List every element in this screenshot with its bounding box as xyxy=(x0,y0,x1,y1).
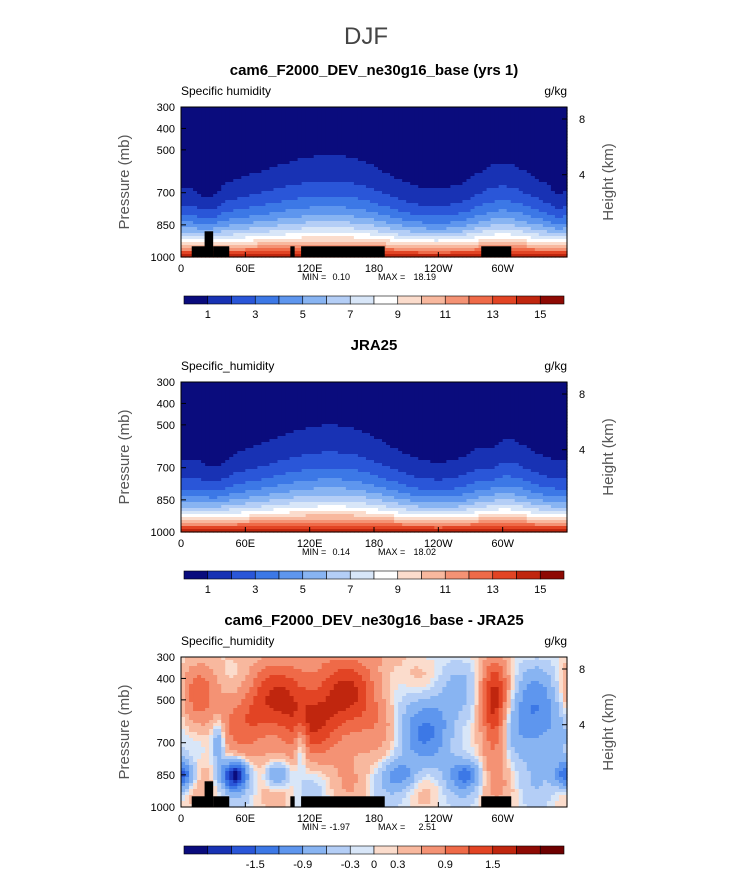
y2-tick-label: 8 xyxy=(579,114,585,126)
y-tick-label: 700 xyxy=(157,188,175,200)
colorbar-swatch xyxy=(493,296,517,304)
y2-tick-label: 4 xyxy=(579,170,585,182)
panel-units: g/kg xyxy=(544,359,567,373)
colorbar-swatch xyxy=(327,296,351,304)
x-tick-label: 0 xyxy=(178,263,184,275)
panel-left-label: Specific humidity xyxy=(181,84,271,98)
colorbar-swatch xyxy=(184,296,208,304)
max-label: MAX = xyxy=(378,272,405,282)
min-label: MIN = xyxy=(302,272,326,282)
panel-title: cam6_F2000_DEV_ne30g16_base (yrs 1) xyxy=(230,62,519,79)
y-axis-label: Pressure (mb) xyxy=(116,134,133,229)
colorbar-swatch xyxy=(232,296,256,304)
colorbar-swatch xyxy=(350,296,374,304)
colorbar-swatch xyxy=(398,296,422,304)
y-tick-label: 850 xyxy=(157,220,175,232)
colorbar-swatch xyxy=(517,296,541,304)
colorbar-label: 7 xyxy=(347,309,353,321)
panel-units: g/kg xyxy=(544,84,567,98)
panel-title: JRA25 xyxy=(351,337,398,354)
colorbar-label: 9 xyxy=(395,309,401,321)
colorbar-swatch xyxy=(469,296,493,304)
colorbar-swatch xyxy=(422,296,446,304)
max-value: 18.19 xyxy=(413,272,436,282)
colorbar-swatch xyxy=(374,296,398,304)
chart-panel-1: cam6_F2000_DEV_ne30g16_base (yrs 1) Speci… xyxy=(116,62,617,321)
heatmap-field xyxy=(181,382,568,533)
colorbar-label: 3 xyxy=(252,309,258,321)
colorbar-label: 1 xyxy=(205,309,211,321)
y-tick-label: 300 xyxy=(157,102,175,114)
min-value: 0.10 xyxy=(332,272,350,282)
panel-left-label: Specific_humidity xyxy=(181,359,274,373)
x-tick-label: 60W xyxy=(491,263,514,275)
colorbar-label: 11 xyxy=(440,309,451,321)
colorbar-swatch xyxy=(255,296,279,304)
x-tick-label: 60E xyxy=(236,263,256,275)
colorbar-swatch xyxy=(445,296,469,304)
colorbar-label: 5 xyxy=(300,309,306,321)
y-tick-label: 500 xyxy=(157,145,175,157)
topography-block xyxy=(290,246,294,257)
heatmap-field xyxy=(181,107,568,258)
figure-title: DJF xyxy=(344,23,388,50)
y-tick-label: 400 xyxy=(157,123,175,135)
colorbar-swatch xyxy=(540,296,564,304)
colorbar-label: 15 xyxy=(534,309,546,321)
y-tick-label: 1000 xyxy=(151,252,175,264)
topography-block xyxy=(205,231,214,257)
topography-block xyxy=(213,246,229,257)
colorbar-label: 13 xyxy=(487,309,499,321)
colorbar-swatch xyxy=(208,296,232,304)
colorbar-swatch xyxy=(279,296,303,304)
colorbar-swatch xyxy=(303,296,327,304)
y2-axis-label: Height (km) xyxy=(600,143,617,221)
topography-block xyxy=(481,246,511,257)
topography-block xyxy=(301,246,385,257)
